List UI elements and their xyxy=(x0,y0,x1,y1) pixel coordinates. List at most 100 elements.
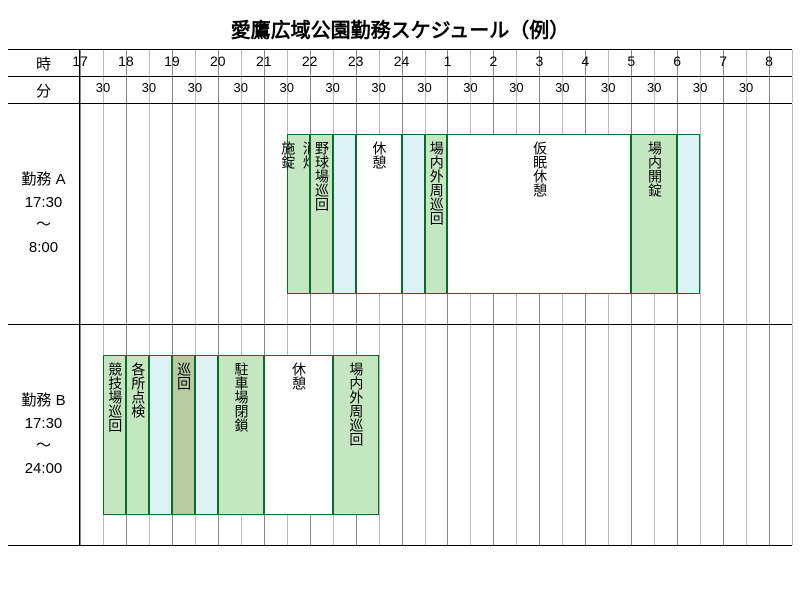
minute-label: 30 xyxy=(325,80,339,95)
grid-tick xyxy=(562,50,563,76)
grid-tick xyxy=(379,50,380,76)
grid-line xyxy=(700,104,701,324)
grid-tick xyxy=(218,77,219,103)
task-block: 仮眠休憩 xyxy=(447,134,631,294)
grid-line xyxy=(493,325,494,545)
grid-line xyxy=(723,104,724,324)
grid-line xyxy=(80,325,81,545)
grid-line xyxy=(585,325,586,545)
hour-label: 19 xyxy=(164,53,180,69)
grid-tick xyxy=(126,77,127,103)
minute-label: 30 xyxy=(188,80,202,95)
grid-line xyxy=(80,104,81,324)
task-block xyxy=(677,134,700,294)
grid-line xyxy=(126,104,127,324)
task-label: 巡回 xyxy=(174,362,194,390)
minute-labels-area: 303030303030303030303030303030 xyxy=(80,77,792,103)
task-block: 場内外周巡回 xyxy=(425,134,448,294)
grid-line xyxy=(608,325,609,545)
shift-label-B: 勤務 B17:30～24:00 xyxy=(8,325,80,545)
grid-line xyxy=(103,104,104,324)
minute-header-label: 分 xyxy=(8,77,80,103)
minute-label: 30 xyxy=(371,80,385,95)
grid-tick xyxy=(447,77,448,103)
task-label: 各所点検 xyxy=(128,362,148,418)
grid-line xyxy=(264,104,265,324)
task-block: 施錠消灯 xyxy=(287,134,310,294)
hour-label: 17 xyxy=(72,53,88,69)
task-block: 野球場巡回 xyxy=(310,134,333,294)
grid-line xyxy=(172,104,173,324)
hour-label: 1 xyxy=(444,53,452,69)
grid-line xyxy=(470,325,471,545)
grid-line xyxy=(700,325,701,545)
task-block xyxy=(195,355,218,515)
shift-row-A: 勤務 A17:30～8:00施錠消灯野球場巡回休憩場内外周巡回仮眠休憩場内開錠 xyxy=(8,103,792,324)
task-block: 各所点検 xyxy=(126,355,149,515)
grid-tick xyxy=(264,77,265,103)
grid-line xyxy=(241,104,242,324)
shift-row-B: 勤務 B17:30～24:00競技場巡回各所点検巡回駐車場閉鎖休憩場内外周巡回 xyxy=(8,324,792,546)
minute-label: 30 xyxy=(279,80,293,95)
grid-tick xyxy=(631,77,632,103)
task-label: 野球場巡回 xyxy=(311,141,331,211)
hour-label: 6 xyxy=(673,53,681,69)
shift-timeline-A: 施錠消灯野球場巡回 休憩 場内外周巡回 仮眠休憩 場内開錠 xyxy=(80,104,792,324)
task-label: 競技場巡回 xyxy=(105,362,125,432)
grid-tick xyxy=(493,77,494,103)
task-label: 場内外周巡回 xyxy=(426,141,446,225)
grid-tick xyxy=(539,77,540,103)
grid-tick xyxy=(516,50,517,76)
grid-tick xyxy=(723,77,724,103)
hour-label: 18 xyxy=(118,53,134,69)
hour-header-label: 時 xyxy=(8,50,80,76)
grid-line xyxy=(195,104,196,324)
minute-label: 30 xyxy=(463,80,477,95)
grid-line xyxy=(402,325,403,545)
hour-label: 3 xyxy=(535,53,543,69)
hour-label: 22 xyxy=(302,53,318,69)
grid-line xyxy=(425,325,426,545)
grid-tick xyxy=(425,50,426,76)
task-label: 施錠 xyxy=(278,141,298,169)
grid-line xyxy=(379,325,380,545)
task-block: 競技場巡回 xyxy=(103,355,126,515)
grid-line xyxy=(654,325,655,545)
minute-label: 30 xyxy=(234,80,248,95)
grid-line xyxy=(218,104,219,324)
grid-tick xyxy=(356,77,357,103)
task-label: 場内外周巡回 xyxy=(346,362,366,446)
task-block: 休憩 xyxy=(356,134,402,294)
task-label: 仮眠休憩 xyxy=(530,141,550,197)
grid-tick xyxy=(149,50,150,76)
grid-line xyxy=(792,325,793,545)
grid-tick xyxy=(103,50,104,76)
grid-tick xyxy=(746,50,747,76)
grid-line xyxy=(149,104,150,324)
hour-label: 5 xyxy=(627,53,635,69)
grid-line xyxy=(447,325,448,545)
grid-tick xyxy=(585,77,586,103)
grid-line xyxy=(769,104,770,324)
hour-label: 4 xyxy=(581,53,589,69)
grid-line xyxy=(746,104,747,324)
hour-label: 2 xyxy=(490,53,498,69)
task-block xyxy=(333,134,356,294)
task-label: 場内開錠 xyxy=(644,141,664,197)
grid-tick xyxy=(700,50,701,76)
grid-line xyxy=(746,325,747,545)
hour-label: 20 xyxy=(210,53,226,69)
grid-tick xyxy=(677,77,678,103)
hour-header-row: 時 171819202122232412345678 xyxy=(8,49,792,76)
grid-tick xyxy=(172,77,173,103)
grid-line xyxy=(516,325,517,545)
task-block: 場内開錠 xyxy=(631,134,677,294)
grid-line xyxy=(539,325,540,545)
grid-tick xyxy=(792,50,793,76)
schedule-chart: 愛鷹広域公園勤務スケジュール（例） 時 17181920212223241234… xyxy=(8,8,792,546)
grid-tick xyxy=(241,50,242,76)
minute-label: 30 xyxy=(601,80,615,95)
task-block: 巡回 xyxy=(172,355,195,515)
minute-label: 30 xyxy=(142,80,156,95)
minute-label: 30 xyxy=(96,80,110,95)
